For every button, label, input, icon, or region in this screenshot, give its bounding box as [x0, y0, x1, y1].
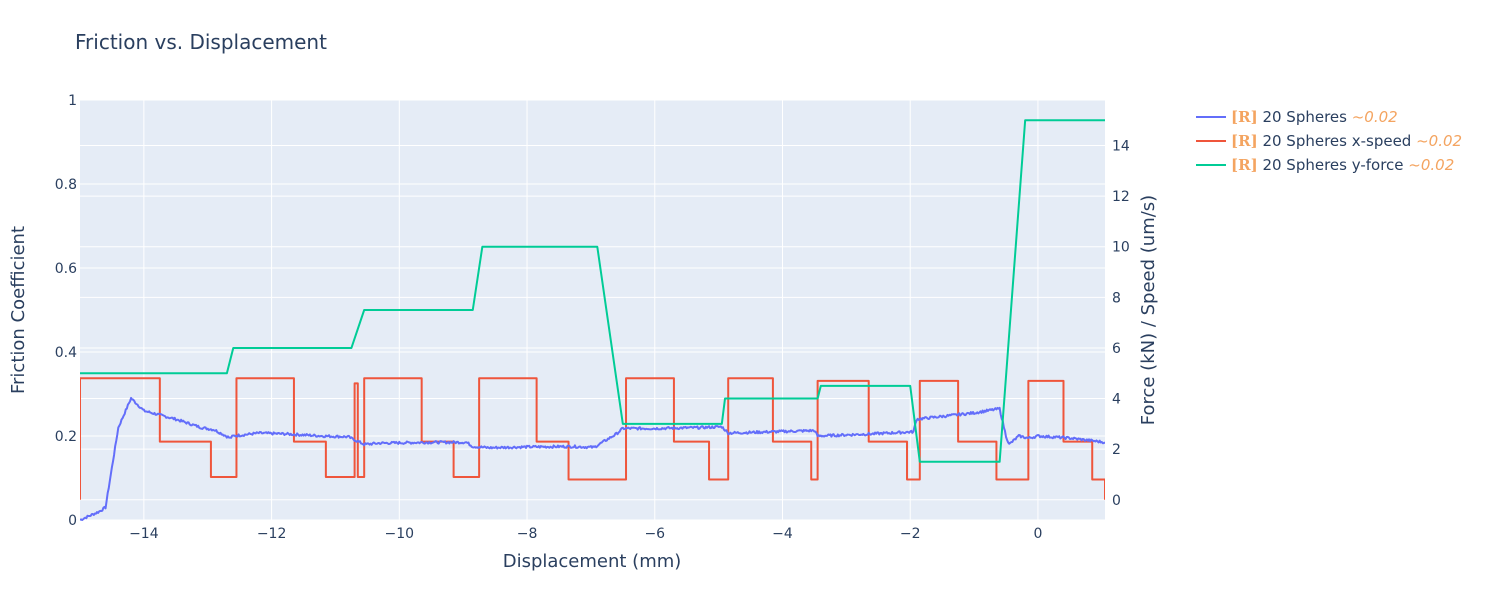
legend-item[interactable]: [R] 20 Spheres x-speed ~0.02 — [1196, 132, 1462, 150]
y2-tick-label: 14 — [1112, 139, 1130, 155]
y2-tick-label: 10 — [1112, 240, 1130, 256]
x-tick-label: −4 — [772, 526, 793, 542]
x-tick-label: −2 — [900, 526, 921, 542]
y-tick-label: 0.8 — [55, 177, 77, 193]
y2-axis-ticks: 0 2 4 6 8 10 12 14 — [1112, 139, 1130, 509]
legend-item[interactable]: [R] 20 Spheres y-force ~0.02 — [1196, 156, 1454, 174]
y2-tick-label: 6 — [1112, 341, 1121, 357]
x-tick-label: −8 — [517, 526, 538, 542]
series-line-0 — [80, 396, 1105, 522]
x-tick-label: 0 — [1033, 526, 1042, 542]
y2-tick-label: 2 — [1112, 442, 1121, 458]
legend-label: [R] 20 Spheres ~0.02 — [1231, 108, 1398, 126]
y2-tick-label: 8 — [1112, 290, 1121, 306]
legend[interactable]: [R] 20 Spheres ~0.02 [R] 20 Spheres x-spe… — [1196, 108, 1462, 174]
x-tick-label: −14 — [129, 526, 159, 542]
legend-label: [R] 20 Spheres x-speed ~0.02 — [1231, 132, 1462, 150]
x-axis-ticks: −14 −12 −10 −8 −6 −4 −2 0 — [129, 526, 1042, 542]
chart-title: Friction vs. Displacement — [75, 30, 327, 54]
y-tick-label: 0 — [68, 513, 77, 529]
y-tick-label: 0.2 — [55, 429, 77, 445]
legend-label: [R] 20 Spheres y-force ~0.02 — [1231, 156, 1454, 174]
series-line-2 — [80, 119, 1105, 463]
y-axis-title: Friction Coefficient — [8, 226, 29, 394]
x-tick-label: −12 — [257, 526, 287, 542]
y-tick-label: 1 — [68, 93, 77, 109]
y2-axis-title: Force (kN) / Speed (um/s) — [1138, 195, 1159, 425]
x-tick-label: −10 — [385, 526, 415, 542]
x-tick-label: −6 — [644, 526, 665, 542]
y2-tick-label: 0 — [1112, 493, 1121, 509]
legend-item[interactable]: [R] 20 Spheres ~0.02 — [1196, 108, 1398, 126]
y2-tick-label: 4 — [1112, 392, 1121, 408]
y-tick-label: 0.4 — [55, 345, 77, 361]
y-tick-label: 0.6 — [55, 261, 77, 277]
series-layer — [80, 119, 1105, 522]
gridlines — [80, 99, 1105, 521]
y-axis-ticks: 0 0.2 0.4 0.6 0.8 1 — [55, 93, 77, 529]
series-line-1 — [80, 377, 1105, 500]
plot-area — [80, 100, 1105, 520]
x-axis-title: Displacement (mm) — [503, 551, 682, 572]
y2-tick-label: 12 — [1112, 189, 1130, 205]
